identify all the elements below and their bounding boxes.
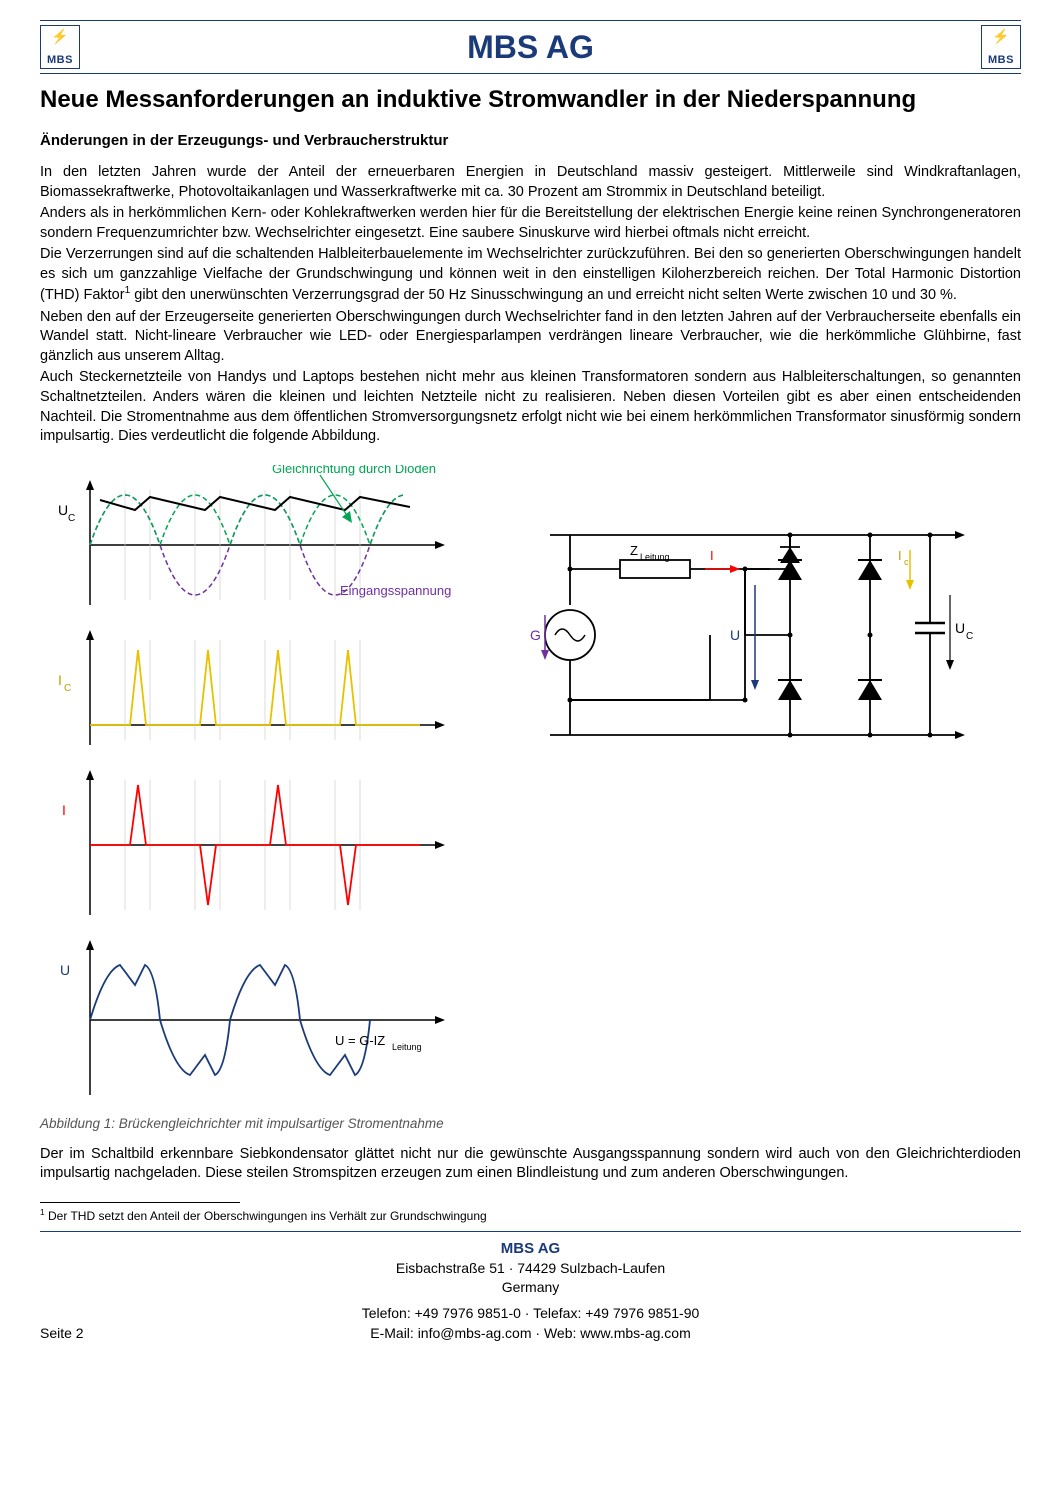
footer-phone: Telefon: +49 7976 9851-0 · Telefax: +49 … xyxy=(40,1304,1021,1324)
svg-text:C: C xyxy=(64,683,71,694)
footer-country: Germany xyxy=(40,1278,1021,1298)
page-title: Neue Messanforderungen an induktive Stro… xyxy=(40,86,1021,114)
paragraph: In den letzten Jahren wurde der Anteil d… xyxy=(40,163,1021,202)
svg-text:I: I xyxy=(710,548,714,563)
footer-address: Eisbachstraße 51 · 74429 Sulzbach-Laufen xyxy=(40,1259,1021,1279)
footnote: 1 Der THD setzt den Anteil der Oberschwi… xyxy=(40,1207,1021,1223)
svg-text:Leitung: Leitung xyxy=(392,1042,422,1052)
svg-text:U: U xyxy=(955,620,965,636)
svg-text:U: U xyxy=(730,627,740,643)
footnote-separator xyxy=(40,1202,240,1203)
svg-text:Eingangsspannung: Eingangsspannung xyxy=(340,583,451,598)
figure-container: UC Gleichrichtung durch Dioden xyxy=(40,465,1021,1110)
circuit-svg: G ZLeitung I xyxy=(510,505,980,765)
svg-text:U = G-IZ: U = G-IZ xyxy=(335,1033,385,1048)
svg-text:U: U xyxy=(58,502,68,518)
svg-text:U: U xyxy=(60,962,70,978)
waveform-plots: UC Gleichrichtung durch Dioden xyxy=(40,465,480,1110)
paragraph: Auch Steckernetzteile von Handys und Lap… xyxy=(40,368,1021,446)
paragraph: Die Verzerrungen sind auf die schaltende… xyxy=(40,245,1021,306)
logo-text: MBS xyxy=(47,54,73,66)
svg-text:c: c xyxy=(904,557,909,567)
footer-company: MBS AG xyxy=(40,1238,1021,1259)
svg-text:C: C xyxy=(966,631,973,642)
logo-text: MBS xyxy=(988,54,1014,66)
page-footer: MBS AG Eisbachstraße 51 · 74429 Sulzbach… xyxy=(40,1231,1021,1343)
page-header: ⚡ MBS MBS AG ⚡ MBS xyxy=(40,20,1021,74)
waveform-svg: UC Gleichrichtung durch Dioden xyxy=(40,465,480,1105)
logo-icon: ⚡ xyxy=(992,28,1009,45)
svg-text:I: I xyxy=(62,802,66,818)
body-text: In den letzten Jahren wurde der Anteil d… xyxy=(40,163,1021,447)
page-number: Seite 2 xyxy=(40,1324,84,1344)
figure-caption: Abbildung 1: Brückengleichrichter mit im… xyxy=(40,1116,1021,1131)
paragraph: Anders als in herkömmlichen Kern- oder K… xyxy=(40,204,1021,243)
circuit-diagram: G ZLeitung I xyxy=(510,465,1021,1110)
header-company: MBS AG xyxy=(80,29,981,66)
logo-right: ⚡ MBS xyxy=(981,25,1021,69)
section-subtitle: Änderungen in der Erzeugungs- und Verbra… xyxy=(40,132,1021,149)
svg-text:Gleichrichtung durch Dioden: Gleichrichtung durch Dioden xyxy=(272,465,436,476)
svg-text:I: I xyxy=(898,548,902,563)
logo-left: ⚡ MBS xyxy=(40,25,80,69)
footer-email: E-Mail: info@mbs-ag.com · Web: www.mbs-a… xyxy=(40,1324,1021,1344)
paragraph: Der im Schaltbild erkennbare Siebkondens… xyxy=(40,1145,1021,1184)
svg-text:C: C xyxy=(68,513,75,524)
paragraph: Neben den auf der Erzeugerseite generier… xyxy=(40,308,1021,367)
svg-text:Z: Z xyxy=(630,543,638,558)
svg-text:I: I xyxy=(58,672,62,688)
svg-text:Leitung: Leitung xyxy=(640,552,670,562)
logo-icon: ⚡ xyxy=(51,28,68,45)
svg-text:G: G xyxy=(530,627,541,643)
